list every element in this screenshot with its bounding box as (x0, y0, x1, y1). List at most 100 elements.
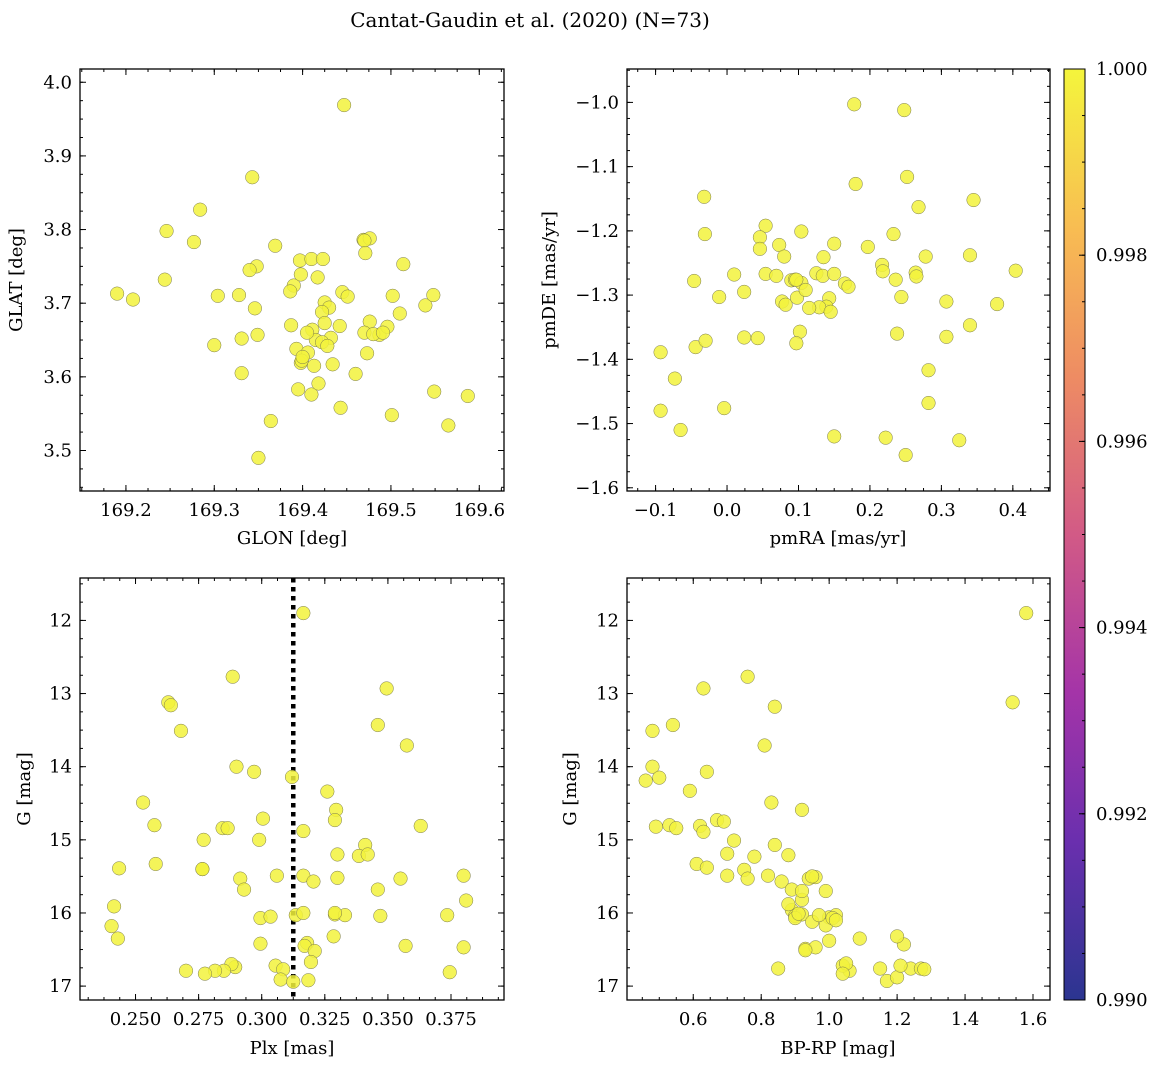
data-point (939, 294, 954, 309)
data-point (875, 264, 890, 279)
data-point (197, 966, 212, 981)
data-point (777, 249, 792, 264)
colorbar-tick-label: 0.994 (1096, 618, 1148, 639)
data-point (210, 288, 225, 303)
data-point (173, 723, 189, 738)
data-point (231, 288, 247, 303)
data-point (893, 958, 908, 973)
data-point (760, 868, 776, 883)
panel-1-frame (79, 68, 505, 492)
data-point (301, 973, 316, 988)
x-tick-label: 0.1 (784, 500, 813, 521)
colorbar-tick-label: 0.990 (1096, 990, 1148, 1011)
data-point (307, 358, 322, 373)
x-tick-label: 0.6 (679, 1009, 708, 1030)
y-tick-label: 3.6 (43, 367, 72, 388)
data-point (726, 833, 742, 848)
data-point (682, 783, 697, 798)
data-point (196, 832, 211, 847)
data-point (798, 943, 813, 958)
data-point (769, 268, 784, 283)
data-point (921, 395, 936, 411)
data-point (253, 936, 268, 951)
data-point (284, 318, 299, 333)
data-point (245, 170, 260, 185)
data-point (909, 269, 924, 284)
data-point (247, 764, 262, 779)
data-point (360, 346, 375, 361)
data-point (195, 862, 210, 877)
data-point (147, 818, 162, 833)
data-point (1005, 695, 1020, 710)
data-point (148, 856, 163, 872)
data-point (939, 329, 954, 344)
data-point (263, 413, 278, 429)
data-point (242, 263, 257, 278)
data-point (358, 246, 373, 261)
data-point (291, 382, 306, 397)
data-point (333, 400, 348, 415)
x-tick-label: 0.300 (236, 1009, 288, 1030)
data-point (750, 331, 765, 346)
data-point (888, 272, 903, 287)
data-point (886, 227, 901, 242)
data-point (326, 929, 341, 944)
data-point (296, 606, 311, 621)
data-point (696, 824, 711, 839)
data-point (320, 338, 335, 353)
data-point (269, 868, 284, 883)
x-tick-label: 0.0 (713, 500, 742, 521)
x-tick-label: 1.0 (815, 1009, 844, 1030)
data-point (827, 266, 842, 281)
panel-1-ylabel: GLAT [deg] (6, 228, 27, 332)
x-tick-label: 169.2 (100, 500, 152, 521)
colorbar: 0.990 0.992 0.994 0.996 0.998 1.000 (1063, 59, 1148, 1011)
data-point (699, 860, 714, 875)
panel-3-points (104, 606, 474, 989)
data-point (157, 272, 172, 287)
data-point (413, 818, 428, 833)
x-tick-label: 1.4 (951, 1009, 980, 1030)
data-point (737, 284, 752, 299)
data-point (767, 699, 782, 714)
y-tick-label: 12 (49, 610, 72, 631)
panel-bprp-g: 0.6 0.8 1.0 1.2 1.4 1.6 12 13 14 15 16 17 BP-RP [ma… (560, 577, 1051, 1059)
data-point (110, 286, 125, 301)
data-point (669, 821, 684, 836)
data-point (225, 669, 240, 684)
panel-4-ylabel: G [mag] (560, 752, 581, 825)
data-point (252, 832, 267, 847)
data-point (247, 301, 262, 316)
data-point (427, 384, 442, 399)
data-point (652, 770, 667, 785)
data-point (921, 363, 936, 378)
x-tick-label: −0.1 (634, 500, 678, 521)
y-tick-label: 3.5 (43, 440, 72, 461)
x-tick-label: 0.375 (425, 1009, 477, 1030)
data-point (828, 913, 844, 928)
y-tick-label: 12 (596, 610, 619, 631)
data-point (393, 871, 408, 886)
data-point (860, 239, 875, 254)
data-point (962, 248, 978, 263)
data-point (852, 931, 867, 946)
panel-plx-g: 0.250 0.275 0.300 0.325 0.350 0.375 12 13 14 15 16… (14, 577, 505, 1059)
panel-3-ticks: 0.250 0.275 0.300 0.325 0.350 0.375 12 13 14 15 16… (49, 578, 504, 1030)
data-point (687, 273, 702, 289)
y-tick-label: 17 (596, 976, 619, 997)
data-point (357, 233, 372, 248)
data-point (320, 784, 335, 799)
data-point (193, 202, 208, 217)
data-point (822, 933, 837, 948)
data-point (306, 874, 321, 889)
y-tick-label: −1.5 (575, 414, 619, 435)
data-point (653, 345, 668, 360)
data-point (1019, 606, 1034, 621)
data-point (112, 861, 127, 876)
x-tick-label: 0.8 (747, 1009, 776, 1030)
data-point (645, 759, 660, 774)
data-point (962, 318, 978, 333)
y-tick-label: 16 (49, 903, 72, 924)
data-point (873, 961, 888, 976)
panel-4-ticks: 0.6 0.8 1.0 1.2 1.4 1.6 12 13 14 15 16 17 (596, 578, 1051, 1030)
